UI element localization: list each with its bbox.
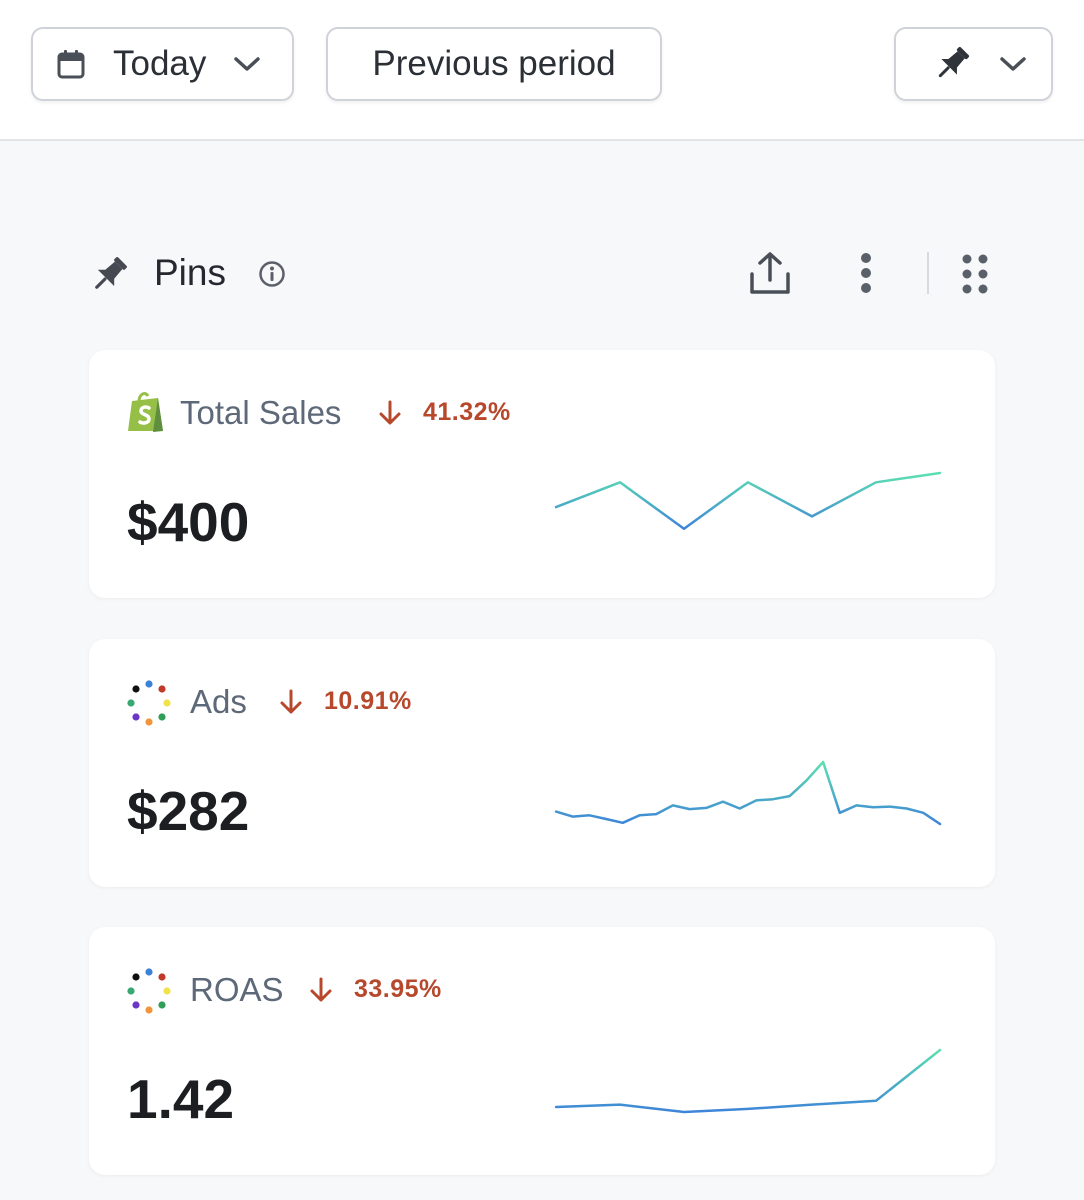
more-vertical-icon[interactable]: [856, 252, 876, 296]
arrow-down-icon: [308, 976, 334, 1004]
metric-value: $400: [127, 491, 250, 553]
top-toolbar: Today Previous period: [0, 0, 1084, 141]
compare-period-button[interactable]: Previous period: [326, 27, 662, 101]
sparkline-line: [554, 471, 942, 531]
pin-menu-dropdown[interactable]: [894, 27, 1053, 101]
sparkline-line: [554, 760, 942, 826]
metric-change: 10.91%: [278, 687, 412, 716]
sparkline-chart: [554, 471, 942, 531]
section-title: Pins: [154, 252, 226, 293]
pin-icon: [932, 44, 972, 84]
info-icon[interactable]: [258, 260, 286, 288]
metric-card-total-sales[interactable]: Total Sales 41.32% $400: [89, 350, 995, 598]
date-range-label: Today: [113, 44, 207, 83]
multicolor-dots-logo: [125, 679, 173, 727]
pins-section-header: Pins: [88, 248, 998, 300]
chevron-down-icon: [234, 56, 261, 72]
metric-change: 33.95%: [308, 975, 442, 1004]
date-range-dropdown[interactable]: Today: [31, 27, 294, 101]
compare-period-label: Previous period: [372, 44, 616, 83]
sparkline-chart: [554, 1048, 942, 1114]
drag-handle-icon[interactable]: [960, 254, 990, 296]
toolbar-divider: [927, 252, 929, 294]
share-icon[interactable]: [748, 250, 792, 296]
pin-icon: [88, 254, 130, 296]
metric-card-ads[interactable]: Ads 10.91% $282: [89, 639, 995, 887]
shopify-logo: [125, 390, 167, 434]
metric-value: 1.42: [127, 1068, 235, 1130]
metric-change-value: 33.95%: [354, 975, 442, 1003]
calendar-icon: [57, 49, 85, 79]
metric-change: 41.32%: [377, 398, 511, 427]
metric-name: Ads: [190, 683, 247, 720]
arrow-down-icon: [377, 399, 403, 427]
chevron-down-icon: [1000, 56, 1026, 72]
sparkline-chart: [554, 760, 942, 826]
multicolor-dots-logo: [125, 967, 173, 1015]
metric-name: Total Sales: [180, 394, 342, 431]
metric-change-value: 10.91%: [324, 687, 412, 715]
sparkline-line: [554, 1048, 942, 1114]
metric-value: $282: [127, 780, 250, 842]
metric-name: ROAS: [190, 971, 284, 1008]
arrow-down-icon: [278, 688, 304, 716]
metric-change-value: 41.32%: [423, 398, 511, 426]
metric-card-roas[interactable]: ROAS 33.95% 1.42: [89, 927, 995, 1175]
